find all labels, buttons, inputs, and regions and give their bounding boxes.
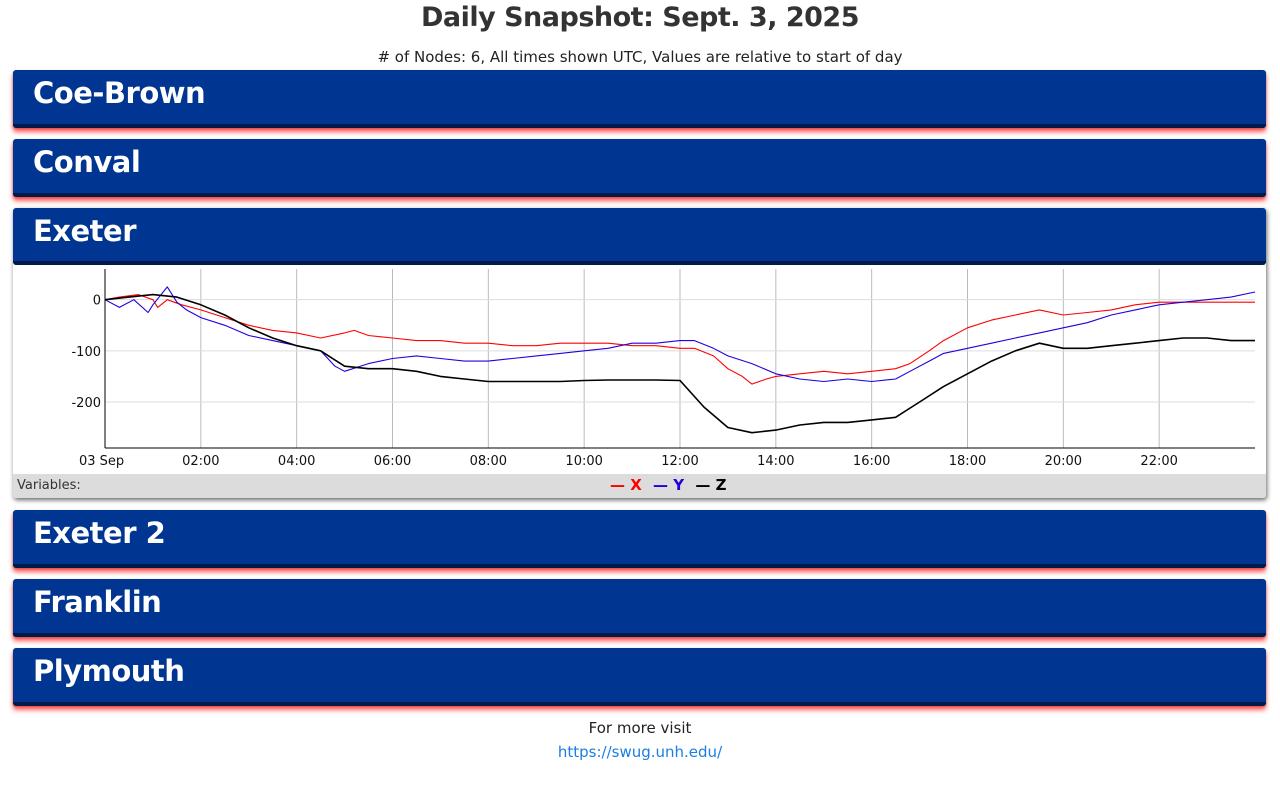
legend-item-y[interactable]: — Y — [653, 476, 689, 494]
series-line-z — [104, 293, 1255, 434]
x-tick-label: 03 Sep — [79, 454, 124, 469]
x-tick-label: 06:00 — [374, 454, 411, 469]
footer-link[interactable]: https://swug.unh.edu/ — [557, 743, 723, 761]
legend-name: X — [630, 476, 642, 494]
node-panel-conval[interactable]: Conval — [13, 139, 1266, 197]
node-panel-exeter[interactable]: Exeter — [13, 208, 1266, 265]
legend-label: Variables: — [17, 478, 81, 493]
legend-swatch: — — [610, 476, 625, 494]
legend-name: Z — [715, 476, 727, 494]
x-tick-label: 04:00 — [278, 454, 315, 469]
node-name: Franklin — [33, 585, 162, 619]
x-tick-label: 10:00 — [565, 454, 602, 469]
page-title: Daily Snapshot: Sept. 3, 2025 — [420, 2, 860, 33]
y-tick-label: -100 — [71, 345, 101, 360]
node-section-exeter: Exeter 0 -100 -200 03 Sep 02:00 04:00 06:00 08:… — [13, 208, 1266, 498]
chart-area: 0 -100 -200 03 Sep 02:00 04:00 06:00 08:00 10:00… — [13, 265, 1266, 473]
legend-swatch: — — [653, 476, 669, 494]
y-tick-label: -200 — [71, 396, 101, 411]
series-line-y — [104, 286, 1256, 383]
node-name: Plymouth — [33, 654, 185, 688]
y-tick-label: 0 — [93, 294, 101, 309]
legend-swatch: — — [695, 476, 711, 494]
x-tick-label: 12:00 — [661, 454, 698, 469]
x-tick-label: 22:00 — [1140, 454, 1177, 469]
page-subtitle: # of Nodes: 6, All times shown UTC, Valu… — [377, 48, 903, 66]
node-panel-plymouth[interactable]: Plymouth — [13, 648, 1266, 706]
node-name: Conval — [33, 145, 141, 179]
x-tick-label: 02:00 — [182, 454, 219, 469]
line-chart[interactable]: 0 -100 -200 03 Sep 02:00 04:00 06:00 08:00 10:00… — [13, 265, 1266, 473]
x-tick-label: 16:00 — [853, 454, 890, 469]
legend-item-z[interactable]: — Z — [695, 476, 726, 494]
x-tick-label: 20:00 — [1045, 454, 1082, 469]
legend-bar: Variables: — X — Y — Z — [13, 474, 1266, 498]
legend-name: Y — [673, 476, 685, 494]
node-name: Exeter 2 — [33, 516, 166, 550]
x-tick-label: 14:00 — [757, 454, 794, 469]
node-name: Coe-Brown — [33, 76, 206, 110]
node-panel-exeter-2[interactable]: Exeter 2 — [13, 510, 1266, 568]
footer-text: For more visit — [588, 719, 692, 737]
node-name: Exeter — [33, 214, 137, 248]
node-panel-franklin[interactable]: Franklin — [13, 579, 1266, 637]
legend-item-x[interactable]: — X — [610, 476, 647, 494]
x-tick-label: 18:00 — [949, 454, 986, 469]
legend-items: — X — Y — Z — [610, 476, 733, 494]
x-tick-label: 08:00 — [470, 454, 507, 469]
node-panel-coe-brown[interactable]: Coe-Brown — [13, 70, 1266, 128]
series-line-x — [104, 294, 1255, 385]
